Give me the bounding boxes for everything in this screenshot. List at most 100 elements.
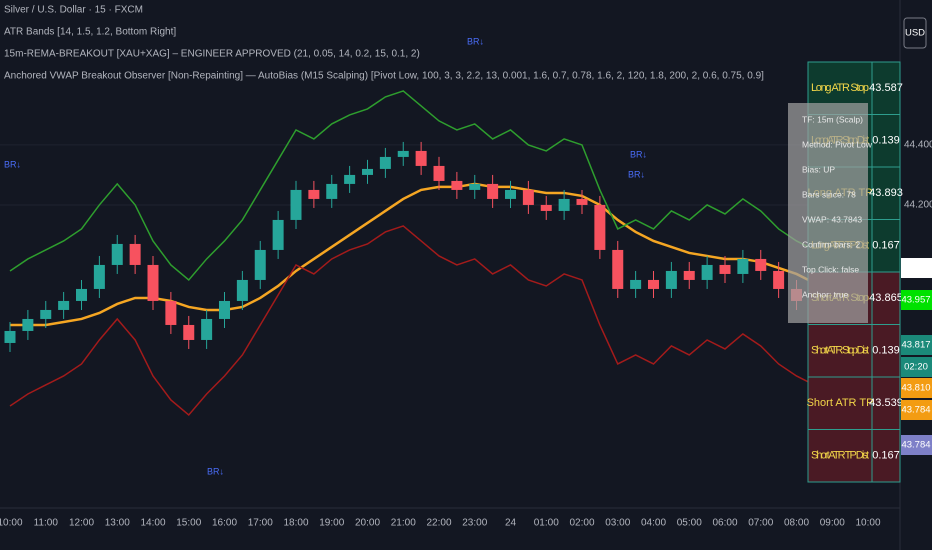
x-tick-label: 17:00 — [248, 518, 273, 529]
price-label-box — [901, 258, 932, 278]
candle-body — [522, 189, 534, 205]
signal-marker: BR↓ — [630, 149, 647, 159]
candle-body — [165, 300, 177, 325]
currency-badge — [903, 17, 927, 49]
candle-body — [290, 189, 302, 220]
x-tick-label: 04:00 — [641, 518, 666, 529]
signal-marker: BR↓ — [467, 36, 484, 46]
y-tick-label: 44.200 — [904, 200, 932, 211]
x-tick-label: 12:00 — [69, 518, 94, 529]
legend-line: ATR Bands [14, 1.5, 1.2, Bottom Right] — [4, 27, 176, 38]
table-label: Long ATR Stop — [811, 82, 869, 94]
table-value: 0.167 — [872, 240, 900, 252]
x-tick-label: 16:00 — [212, 518, 237, 529]
candle-body — [648, 279, 659, 289]
candle-body — [344, 174, 356, 184]
candle-body — [433, 165, 445, 181]
info-line: Anchor: true — [802, 289, 849, 299]
price-label: 43.810 — [901, 383, 930, 394]
info-line: Bias: UP — [802, 164, 835, 174]
info-line: VWAP: 43.7843 — [802, 214, 862, 224]
price-label-box — [901, 357, 932, 377]
x-tick-label: 14:00 — [140, 518, 165, 529]
price-label-box — [901, 400, 932, 420]
table-cell — [871, 376, 901, 430]
candle-body — [701, 264, 713, 280]
table-cell — [871, 219, 901, 273]
candle-body — [540, 204, 552, 211]
candle-body — [773, 270, 785, 289]
x-tick-label: 15:00 — [176, 518, 201, 529]
price-label: 02:20 — [904, 362, 928, 373]
table-value: 43.539 — [869, 397, 903, 409]
x-tick-label: 10:00 — [0, 518, 23, 529]
candle-body — [201, 318, 213, 340]
x-tick-label: 02:00 — [569, 518, 594, 529]
x-tick-label: 24 — [505, 518, 517, 529]
table-value: 43.587 — [869, 82, 903, 94]
price-label-box — [901, 378, 932, 398]
x-tick-label: 23:00 — [462, 518, 487, 529]
price-label-box — [901, 290, 932, 310]
candle-body — [93, 264, 105, 289]
x-tick-label: 08:00 — [784, 518, 809, 529]
x-tick-label: 06:00 — [712, 518, 737, 529]
price-label: 43.784 — [901, 405, 930, 416]
legend-line: 15m-REMA-BREAKOUT [XAU+XAG] – ENGINEER A… — [4, 49, 420, 60]
x-tick-label: 19:00 — [319, 518, 344, 529]
table-cell — [871, 114, 901, 168]
x-tick-label: 10:00 — [855, 518, 880, 529]
info-line: Method: Pivot Low — [802, 139, 873, 149]
candle-body — [469, 183, 481, 190]
table-cell — [871, 271, 901, 325]
table-cell — [871, 429, 901, 483]
signal-marker: BR↓ — [207, 466, 224, 476]
price-label: 43.985 — [901, 263, 930, 274]
x-tick-label: 03:00 — [605, 518, 630, 529]
price-label-box — [901, 335, 932, 355]
candle-body — [22, 318, 34, 331]
candle-body — [683, 270, 695, 280]
candle-body — [630, 279, 642, 289]
x-tick-label: 05:00 — [677, 518, 702, 529]
price-label: 43.957 — [901, 295, 930, 306]
candle-body — [719, 264, 731, 274]
plot-area — [0, 90, 900, 431]
candle-body — [451, 180, 463, 190]
candle-body — [219, 300, 230, 319]
info-line: Confirm bars: 2 — [802, 239, 860, 249]
candle-body — [147, 264, 159, 301]
table-cell — [871, 61, 901, 115]
legend-line: Anchored VWAP Breakout Observer [Non-Rep… — [4, 71, 764, 82]
table-cell — [807, 429, 873, 483]
candle-body — [594, 204, 606, 250]
table-cell — [871, 324, 901, 378]
info-panel — [788, 103, 868, 323]
info-line: TF: 15m (Scalp) — [802, 114, 863, 124]
legend-line: Silver / U.S. Dollar · 15 · FXCM — [4, 5, 143, 16]
candle-body — [236, 279, 248, 301]
x-tick-label: 20:00 — [355, 518, 380, 529]
price-label: 43.784 — [901, 440, 930, 451]
candle-body — [272, 219, 284, 250]
candle-body — [254, 249, 266, 280]
x-tick-label: 07:00 — [748, 518, 773, 529]
candle-body — [505, 189, 516, 199]
info-line: Bars since: 78 — [802, 189, 856, 199]
indicator-line — [9, 225, 869, 431]
candle-body — [40, 309, 52, 319]
candle-body — [4, 330, 16, 343]
candle-body — [397, 150, 409, 157]
table-value: 43.865 — [869, 292, 903, 304]
x-tick-label: 11:00 — [34, 518, 59, 529]
candle-body — [111, 243, 123, 265]
info-line: Top Click: false — [802, 264, 859, 274]
candle-body — [665, 270, 677, 289]
table-cell — [807, 376, 873, 430]
candle-body — [737, 258, 749, 274]
table-label: Short ATR Stop Dist — [811, 345, 869, 357]
candle-body — [576, 198, 588, 205]
table-label: Short ATR TP Dist — [811, 450, 869, 462]
table-cell — [871, 166, 901, 220]
